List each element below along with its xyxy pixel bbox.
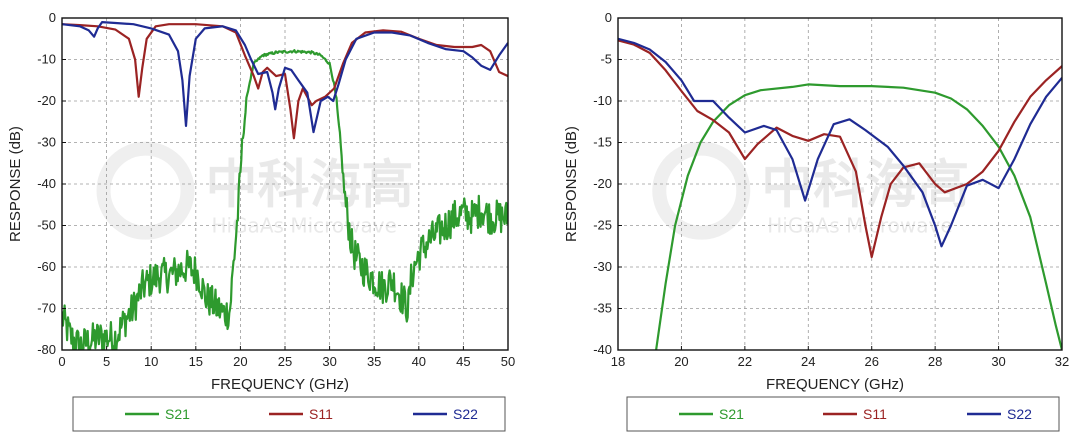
- x-axis-label: FREQUENCY (GHz): [211, 376, 349, 393]
- y-tick-label: -60: [37, 259, 56, 274]
- legend-label-s11: S11: [863, 406, 887, 422]
- x-tick-label: 28: [928, 354, 942, 369]
- y-tick-label: -40: [593, 342, 612, 357]
- y-tick-label: -80: [37, 342, 56, 357]
- x-axis-label: FREQUENCY (GHz): [766, 376, 904, 393]
- x-tick-label: 30: [322, 354, 336, 369]
- x-tick-label: 18: [611, 354, 625, 369]
- y-tick-label: 0: [49, 10, 56, 25]
- x-tick-label: 5: [103, 354, 110, 369]
- legend-label-s22: S22: [1007, 406, 1032, 422]
- y-tick-label: -5: [600, 52, 612, 67]
- x-tick-label: 45: [456, 354, 470, 369]
- grid: [618, 18, 1062, 350]
- x-tick-label: 0: [58, 354, 65, 369]
- x-tick-label: 26: [864, 354, 878, 369]
- grid: [62, 18, 508, 350]
- x-tick-label: 32: [1055, 354, 1069, 369]
- x-tick-label: 40: [412, 354, 426, 369]
- y-tick-label: -30: [593, 259, 612, 274]
- y-axis-label: RESPONSE (dB): [563, 126, 580, 242]
- series-line-s11: [618, 39, 1062, 259]
- y-tick-label: -70: [37, 301, 56, 316]
- x-tick-label: 20: [233, 354, 247, 369]
- x-tick-label: 15: [189, 354, 203, 369]
- x-tick-label: 25: [278, 354, 292, 369]
- legend-label-s11: S11: [309, 406, 333, 422]
- y-tick-label: 0: [605, 10, 612, 25]
- x-tick-label: 35: [367, 354, 381, 369]
- x-tick-label: 22: [738, 354, 752, 369]
- y-tick-label: -35: [593, 301, 612, 316]
- x-tick-label: 30: [991, 354, 1005, 369]
- x-tick-label: 50: [501, 354, 515, 369]
- legend-label-s21: S21: [719, 406, 744, 422]
- series-line-s21: [655, 83, 1062, 350]
- legend: S21 S11 S22: [72, 396, 506, 432]
- x-tick-label: 24: [801, 354, 815, 369]
- y-tick-label: -50: [37, 218, 56, 233]
- series-line-s21: [62, 49, 508, 350]
- y-tick-label: -20: [593, 176, 612, 191]
- svg-text:中科海高: 中科海高: [761, 156, 969, 216]
- legend-label-s22: S22: [453, 406, 478, 422]
- y-tick-label: -10: [593, 93, 612, 108]
- svg-text:中科海高: 中科海高: [206, 156, 414, 216]
- y-axis-label: RESPONSE (dB): [7, 126, 24, 242]
- legend-label-s21: S21: [165, 406, 190, 422]
- y-tick-label: -10: [37, 52, 56, 67]
- y-tick-label: -30: [37, 135, 56, 150]
- series-line-s22: [618, 37, 1062, 248]
- x-tick-label: 10: [144, 354, 158, 369]
- legend: S21 S11 S22: [626, 396, 1060, 432]
- y-tick-label: -25: [593, 218, 612, 233]
- x-tick-label: 20: [674, 354, 688, 369]
- y-tick-label: -40: [37, 176, 56, 191]
- series-line-s22: [62, 21, 508, 134]
- y-tick-label: -15: [593, 135, 612, 150]
- y-tick-label: -20: [37, 93, 56, 108]
